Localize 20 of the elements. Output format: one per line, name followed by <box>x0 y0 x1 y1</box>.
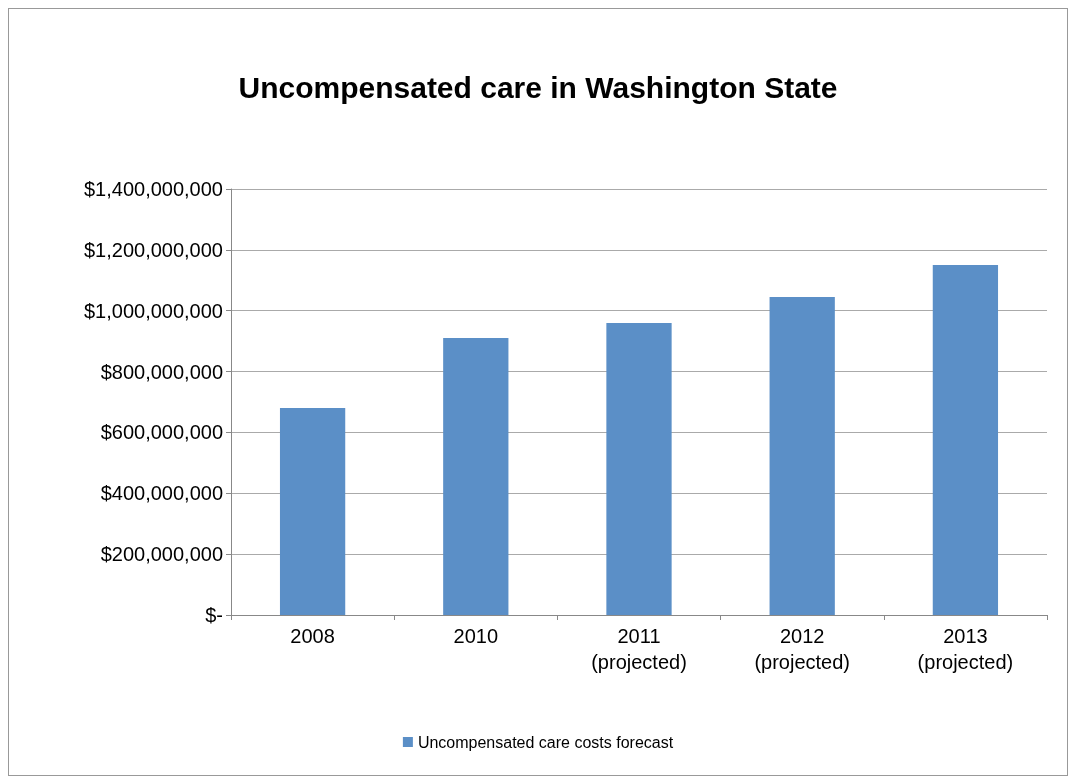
legend-label: Uncompensated care costs forecast <box>417 733 674 751</box>
bar <box>606 322 672 615</box>
bar <box>279 408 346 615</box>
x-tick-label: 2011 (projected) <box>591 625 687 673</box>
y-tick-label: $- <box>205 604 223 626</box>
y-tick-label: $1,200,000,000 <box>83 238 223 261</box>
bar <box>932 265 999 615</box>
y-tick-label: $1,000,000,000 <box>83 299 223 322</box>
y-tick-label: $600,000,000 <box>100 421 223 444</box>
y-tick-label: $400,000,000 <box>100 482 223 505</box>
y-tick-label: $800,000,000 <box>100 360 223 383</box>
x-tick-label: 2012 (projected) <box>754 625 850 673</box>
y-tick-label: $1,400,000,000 <box>83 178 223 200</box>
x-tick-label: 2008 <box>290 625 335 647</box>
x-tick-label: 2010 <box>453 625 499 647</box>
bar <box>443 338 509 615</box>
y-tick-label: $200,000,000 <box>100 543 223 566</box>
bar <box>769 297 835 615</box>
chart-title: Uncompensated care in Washington State <box>238 70 838 104</box>
x-tick-label: 2013 (projected) <box>917 625 1014 673</box>
